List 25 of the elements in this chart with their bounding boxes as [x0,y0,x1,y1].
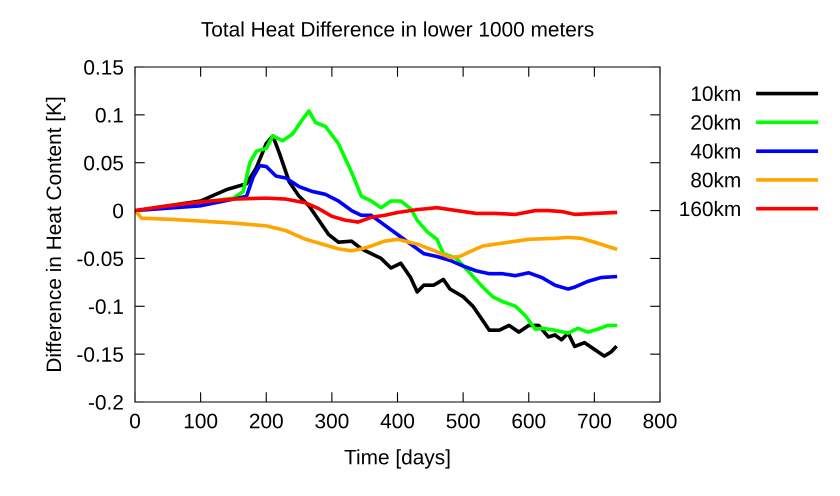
x-tick-label: 0 [130,414,140,428]
y-axis-title: Difference in Heat Content [K] [46,98,66,371]
x-tick-label: 300 [315,414,348,428]
x-tick-label: 600 [512,414,546,428]
x-tick-label: 400 [380,414,414,428]
y-tick-label: -0.2 [88,395,123,410]
chart-title: Total Heat Difference in lower 1000 meters [201,21,594,37]
y-tick-label: -0.15 [77,347,124,362]
x-tick-label: 800 [644,414,677,428]
x-tick-label: 200 [250,414,283,428]
x-tick-label: 500 [446,414,480,428]
y-tick-label: 0 [113,204,124,218]
legend-label: 160km [680,200,740,216]
y-tick-label: -0.1 [88,299,123,314]
legend-label: 40km [690,143,740,159]
legend-label: 20km [691,114,740,130]
y-tick-label: -0.05 [77,251,124,266]
x-axis-title: Time [days] [344,449,450,469]
x-tick-label: 100 [184,414,218,428]
y-tick-label: 0.15 [84,60,124,75]
legend-label: 10km [692,86,740,102]
x-tick-label: 700 [578,414,611,428]
y-tick-label: 0.05 [84,156,124,170]
legend-label: 80km [691,172,740,188]
y-tick-label: 0.1 [96,108,123,123]
